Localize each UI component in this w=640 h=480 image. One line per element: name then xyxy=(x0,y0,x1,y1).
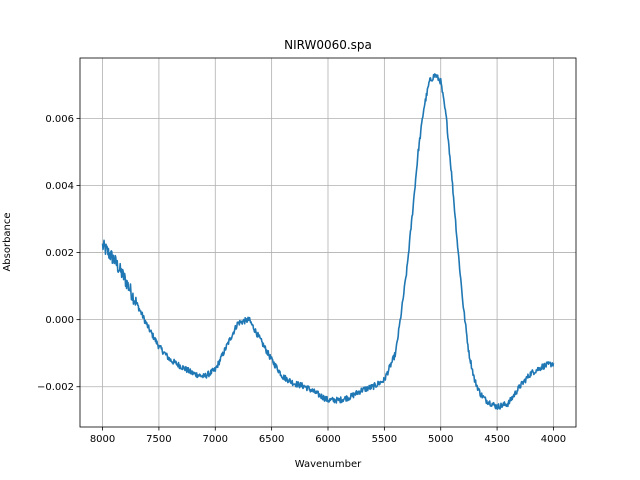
grid xyxy=(80,58,576,427)
y-tick-label: −0.002 xyxy=(37,382,74,393)
x-tick-label: 4500 xyxy=(484,434,509,445)
x-axis-label: Wavenumber xyxy=(295,459,362,470)
x-tick-label: 5000 xyxy=(428,434,453,445)
y-tick-label: 0.000 xyxy=(45,315,74,326)
series-layer xyxy=(101,73,555,410)
x-tick-label: 6500 xyxy=(259,434,284,445)
x-tick-label: 8000 xyxy=(90,434,115,445)
y-axis: −0.002 0.000 0.002 0.004 0.006 xyxy=(37,114,80,393)
x-tick-label: 6000 xyxy=(315,434,340,445)
x-axis: 8000 7500 7000 6500 6000 5500 5000 4500 4000 xyxy=(90,427,566,445)
y-axis-label: Absorbance xyxy=(2,212,13,271)
series-line xyxy=(101,73,555,410)
y-tick-label: 0.002 xyxy=(45,248,74,259)
x-tick-label: 7000 xyxy=(203,434,228,445)
x-tick-label: 7500 xyxy=(146,434,171,445)
x-tick-label: 4000 xyxy=(541,434,566,445)
y-tick-label: 0.004 xyxy=(45,181,74,192)
y-tick-label: 0.006 xyxy=(45,114,74,125)
chart-title: NIRW0060.spa xyxy=(284,38,372,52)
x-tick-label: 5500 xyxy=(372,434,397,445)
